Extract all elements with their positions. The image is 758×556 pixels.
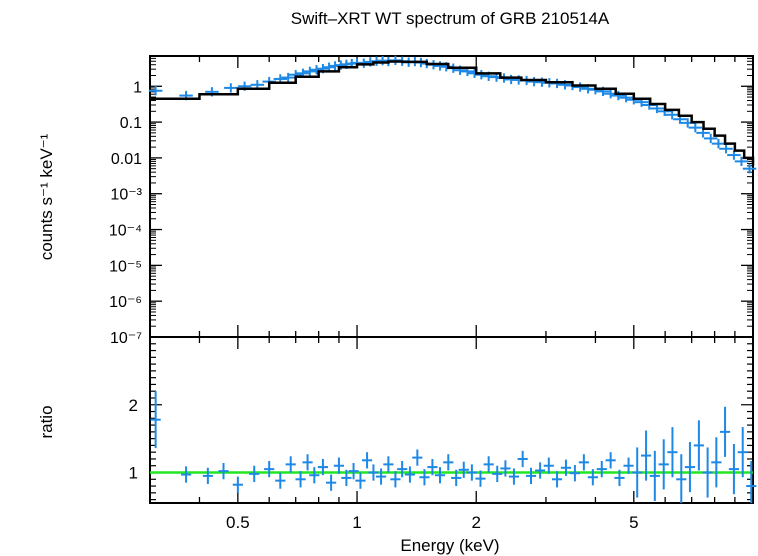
chart-title: Swift–XRT WT spectrum of GRB 210514A xyxy=(291,9,610,28)
x-tick-label: 5 xyxy=(629,513,638,532)
y-tick-label: 0.1 xyxy=(120,115,142,132)
ratio-frame xyxy=(149,336,754,504)
ratio-panel: 0.5 1 2 5 1 2 xyxy=(129,336,757,532)
model-line xyxy=(150,60,755,166)
spectrum-panel: 1 0.1 0.01 10⁻³ 10⁻⁴ 10⁻⁵ 10⁻⁶ 10⁻⁷ xyxy=(109,55,757,347)
y-tick-label: 1 xyxy=(129,464,138,483)
y-tick-label: 0.01 xyxy=(111,151,142,168)
labels: Swift–XRT WT spectrum of GRB 210514A Ener… xyxy=(37,9,610,555)
y-axis-label-ratio: ratio xyxy=(37,405,56,438)
y-tick-label: 10⁻⁷ xyxy=(110,330,142,347)
y-tick-label: 10⁻⁵ xyxy=(109,258,142,275)
y-tick-label: 10⁻³ xyxy=(110,187,142,204)
y-tick-label: 10⁻⁶ xyxy=(109,294,142,311)
y-tick-label: 10⁻⁴ xyxy=(109,223,142,240)
spectrum-frame xyxy=(149,55,754,338)
x-tick-label: 0.5 xyxy=(226,513,250,532)
y-tick-label: 1 xyxy=(133,79,142,96)
y-tick-label: 2 xyxy=(129,396,138,415)
x-tick-label: 2 xyxy=(472,513,481,532)
y-axis-label-spectrum: counts s⁻¹ keV⁻¹ xyxy=(37,133,56,260)
x-axis-label: Energy (keV) xyxy=(400,536,499,555)
x-tick-label: 1 xyxy=(352,513,361,532)
